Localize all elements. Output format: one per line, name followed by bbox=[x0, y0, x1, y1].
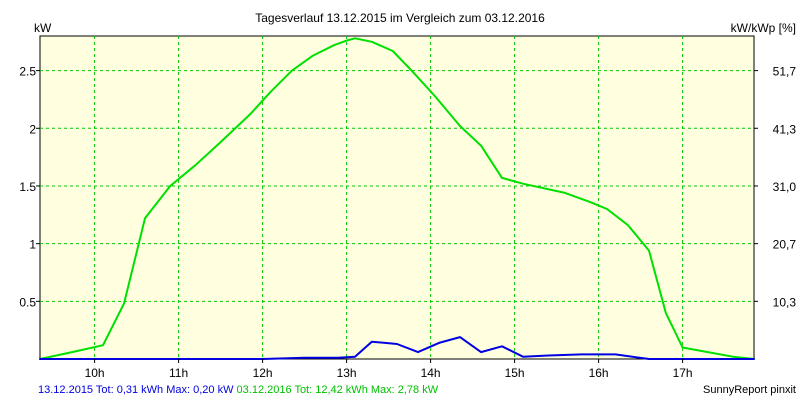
x-tick-label: 12h bbox=[253, 366, 273, 380]
axis-layer: 10h 11h 12h 13h 14h 15h 16h 17h 0.5 10,3 1 20,7 1.5 3… bbox=[19, 65, 796, 380]
chart-title: Tagesverlauf 13.12.2015 im Vergleich zum… bbox=[255, 11, 545, 25]
footer-series-2016: 03.12.2016 Tot: 12,42 kWh Max: 2,78 kW bbox=[237, 384, 439, 396]
x-tick-label: 13h bbox=[337, 366, 357, 380]
plot-area bbox=[39, 35, 755, 360]
y-axis-label-left: kW bbox=[34, 21, 52, 35]
x-tick-label: 17h bbox=[673, 366, 693, 380]
x-tick-label: 16h bbox=[589, 366, 609, 380]
y-tick-label-right: 41,3 bbox=[773, 122, 797, 136]
y-tick-label-right: 31,0 bbox=[773, 180, 797, 194]
footer-series-2015: 13.12.2015 Tot: 0,31 kWh Max: 0,20 kW bbox=[38, 384, 234, 396]
y-tick-label-left: 0.5 bbox=[19, 295, 36, 309]
y-tick-label-left: 2.5 bbox=[19, 65, 36, 79]
x-tick-label: 10h bbox=[85, 366, 105, 380]
x-tick-label: 15h bbox=[505, 366, 525, 380]
series-line-03-12-2016 bbox=[39, 37, 755, 360]
grid-layer bbox=[40, 36, 754, 359]
y-tick-label-right: 51,7 bbox=[773, 65, 797, 79]
x-tick-label: 14h bbox=[421, 366, 441, 380]
y-axis-label-right: kW/kWp [%] bbox=[731, 21, 796, 35]
y-tick-label-left: 2 bbox=[29, 122, 36, 136]
series-layer bbox=[39, 37, 755, 360]
y-tick-label-right: 20,7 bbox=[773, 238, 797, 252]
footer-credit: SunnyReport pinxit bbox=[703, 384, 796, 396]
y-tick-label-left: 1.5 bbox=[19, 180, 36, 194]
footer-legend: 13.12.2015 Tot: 0,31 kWh Max: 0,20 kW 03… bbox=[38, 384, 439, 396]
y-tick-label-left: 1 bbox=[29, 238, 36, 252]
y-tick-label-right: 10,3 bbox=[773, 295, 797, 309]
x-tick-label: 11h bbox=[169, 366, 188, 380]
series-line-13-12-2015 bbox=[39, 336, 755, 360]
